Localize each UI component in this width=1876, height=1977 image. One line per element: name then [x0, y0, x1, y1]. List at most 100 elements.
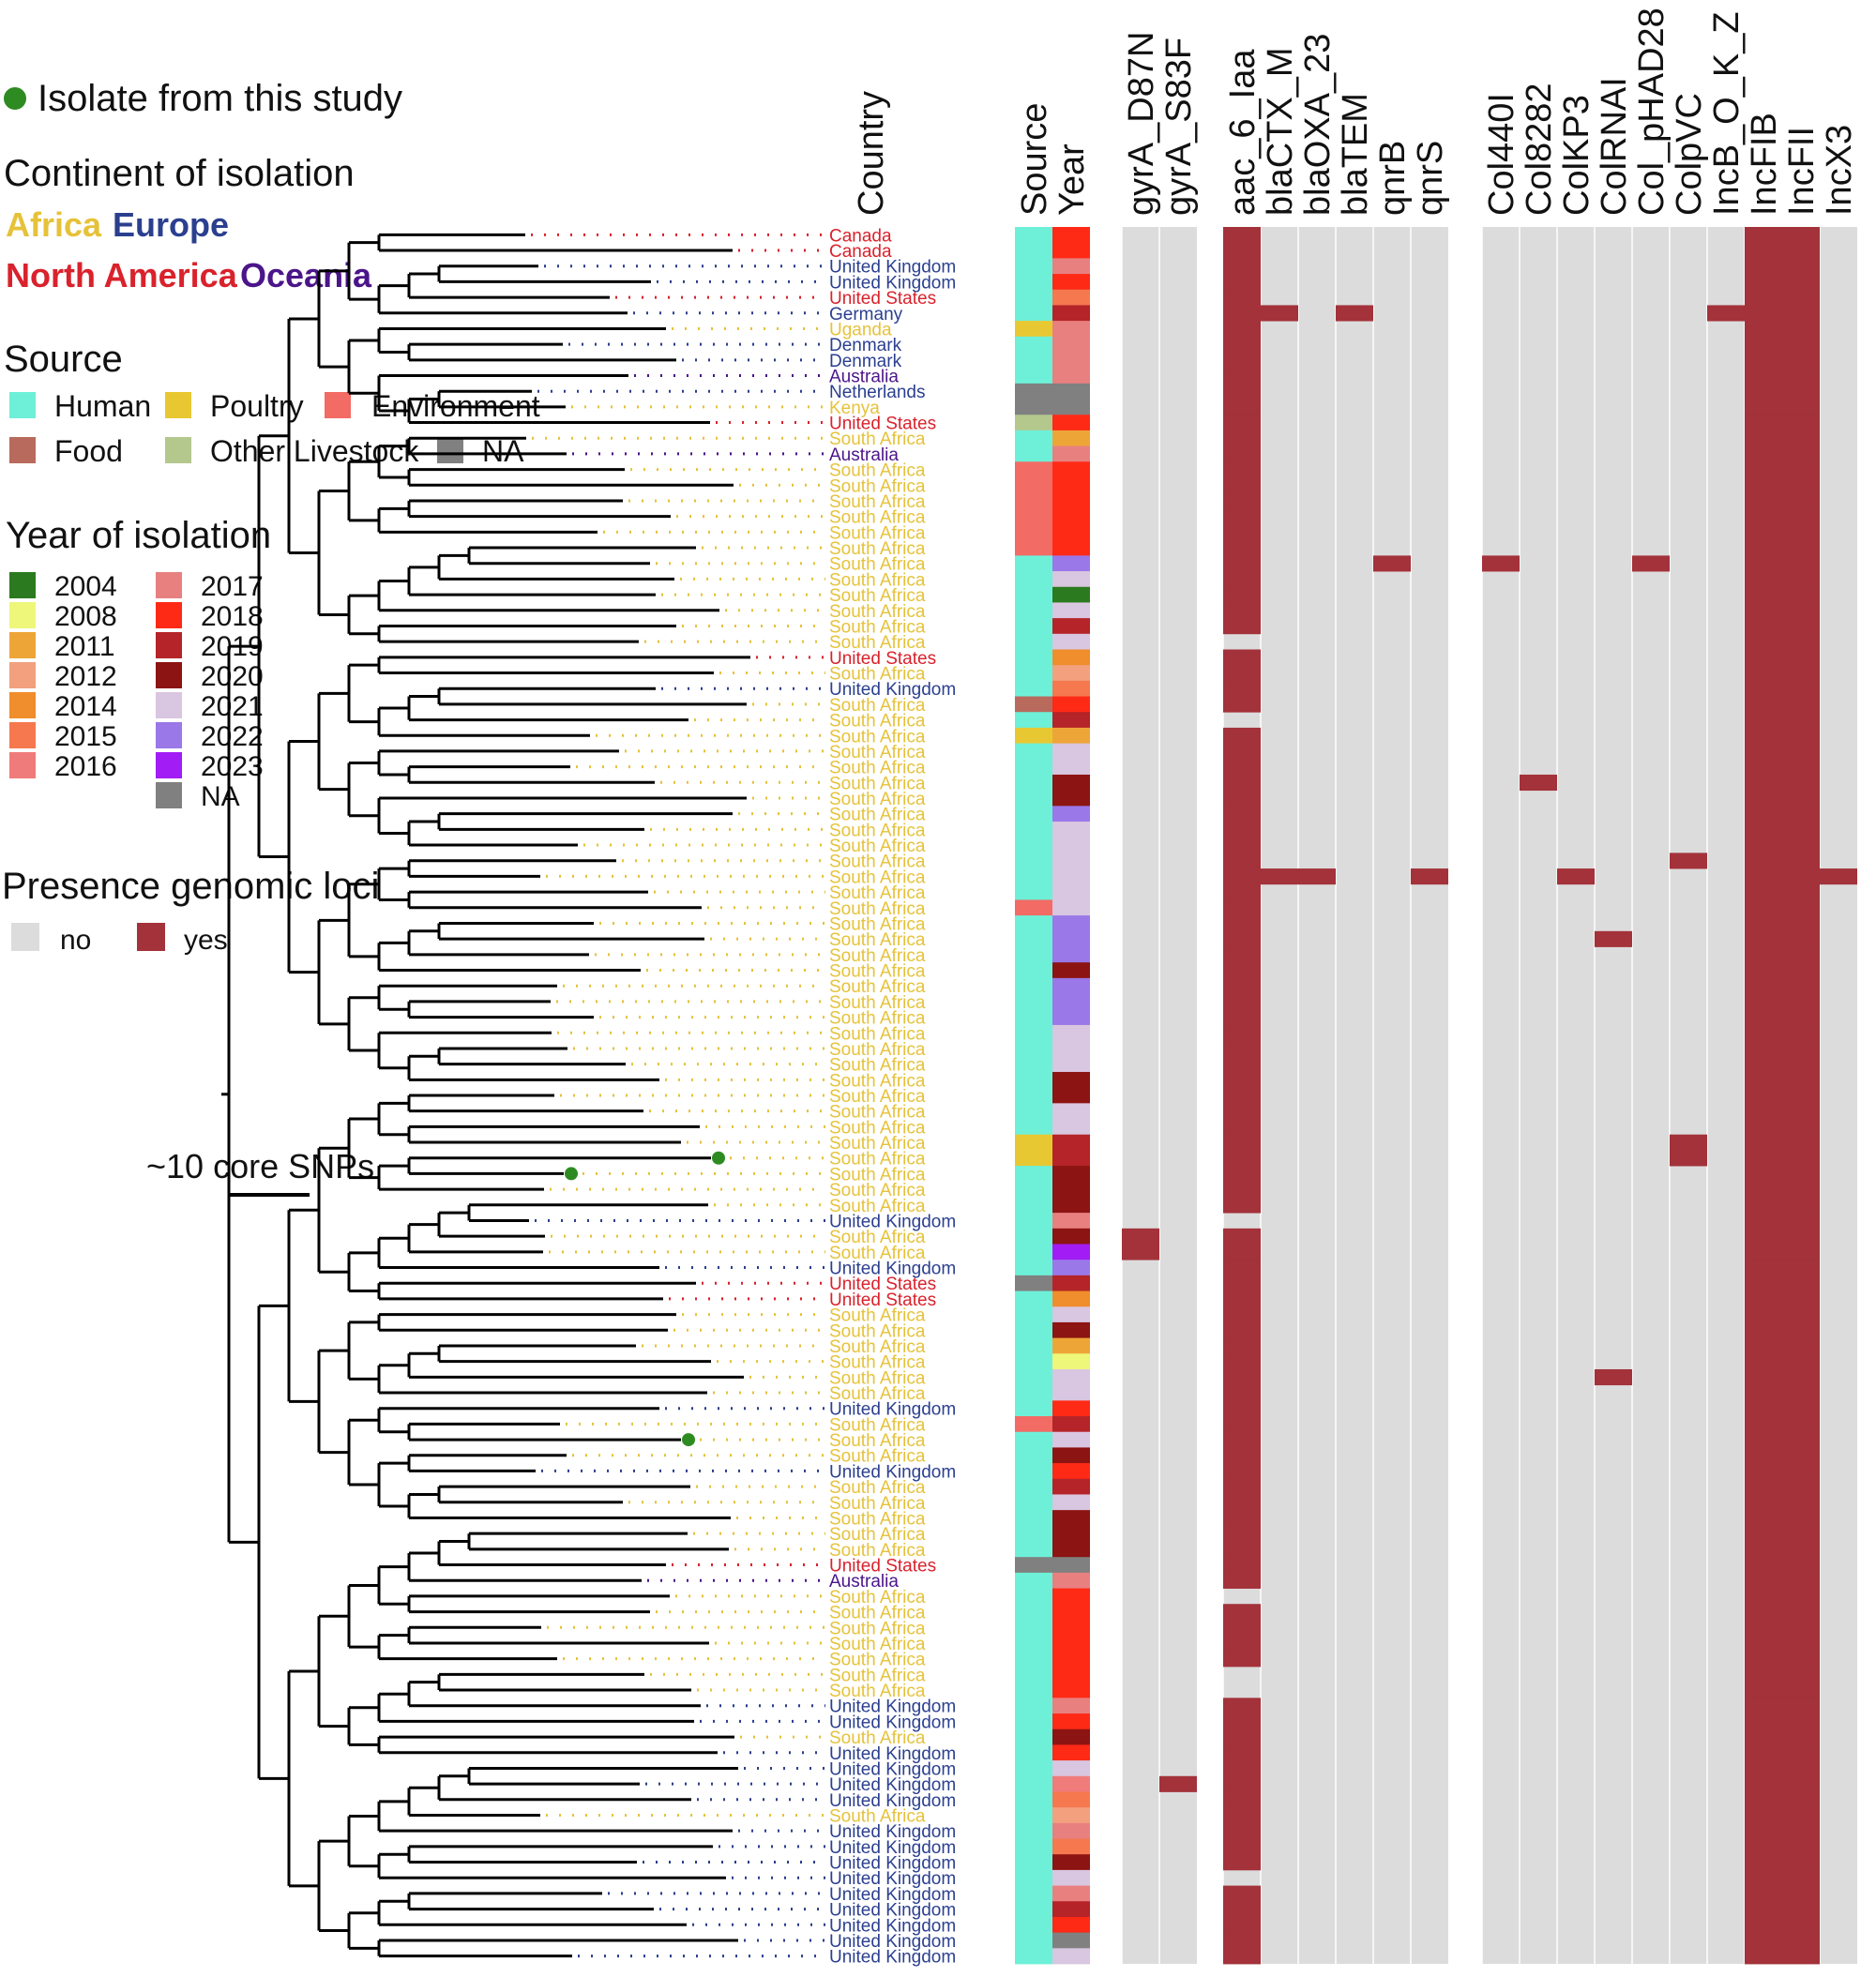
- source-cell: [1015, 618, 1052, 635]
- source-cell: [1015, 1494, 1052, 1511]
- tip-country-label: South Africa: [829, 555, 926, 575]
- locus-presence-cell: [1745, 524, 1782, 541]
- locus-presence-cell: [1782, 1353, 1820, 1370]
- tip-country-label: United Kingdom: [829, 1916, 956, 1936]
- source-cell: [1015, 1651, 1052, 1668]
- tip-country-label: South Africa: [829, 1071, 926, 1091]
- locus-presence-cell: [1782, 1181, 1820, 1198]
- source-cell: [1015, 555, 1052, 572]
- locus-presence-cell: [1782, 1260, 1820, 1276]
- source-cell: [1015, 258, 1052, 275]
- locus-presence-cell: [1223, 1572, 1261, 1589]
- source-cell: [1015, 899, 1052, 916]
- locus-presence-cell: [1782, 305, 1820, 322]
- tip-country-label: South Africa: [829, 759, 926, 778]
- locus-presence-cell: [1782, 1494, 1820, 1511]
- locus-presence-cell: [1223, 1337, 1261, 1354]
- locus-presence-cell: [1223, 555, 1261, 572]
- locus-presence-cell: [1122, 1228, 1159, 1245]
- source-cell: [1015, 1854, 1052, 1871]
- locus-presence-cell: [1782, 1588, 1820, 1605]
- locus-header-gyra-s83f: gyrA_S83F: [1159, 38, 1199, 216]
- year-cell: [1052, 1713, 1090, 1730]
- tip-country-label: South Africa: [829, 1509, 926, 1529]
- year-2023-swatch: [156, 752, 182, 778]
- locus-presence-cell: [1782, 336, 1820, 353]
- year-cell: [1052, 1557, 1090, 1574]
- tip-country-label: South Africa: [829, 539, 926, 559]
- source-cell: [1015, 476, 1052, 494]
- year-cell: [1052, 1666, 1090, 1683]
- year-cell: [1052, 946, 1090, 963]
- locus-presence-cell: [1745, 1478, 1782, 1495]
- year-cell: [1052, 1431, 1090, 1448]
- locus-presence-cell: [1782, 649, 1820, 666]
- locus-presence-cell: [1632, 555, 1670, 572]
- locus-presence-cell: [1782, 1557, 1820, 1574]
- locus-presence-cell: [1782, 1087, 1820, 1104]
- year-cell: [1052, 524, 1090, 541]
- tip-country-label: South Africa: [829, 1604, 926, 1623]
- locus-presence-cell: [1223, 1838, 1261, 1855]
- locus-presence-cell: [1223, 1306, 1261, 1323]
- locus-presence-cell: [1782, 571, 1820, 588]
- locus-presence-cell: [1782, 492, 1820, 509]
- locus-presence-cell: [1223, 1713, 1261, 1730]
- locus-presence-cell: [1745, 1009, 1782, 1026]
- locus-presence-cell: [1782, 1119, 1820, 1136]
- locus-presence-cell: [1782, 1040, 1820, 1057]
- locus-presence-cell: [1223, 1478, 1261, 1495]
- tip-country-label: South Africa: [829, 617, 926, 637]
- locus-presence-cell: [1782, 977, 1820, 994]
- source-cell: [1015, 1557, 1052, 1574]
- locus-header-colrnai: ColRNAI: [1595, 77, 1634, 216]
- locus-presence-cell: [1223, 289, 1261, 306]
- locus-presence-cell: [1782, 806, 1820, 822]
- year-cell: [1052, 618, 1090, 635]
- source-cell: [1015, 1948, 1052, 1965]
- locus-presence-cell: [1745, 1431, 1782, 1448]
- tip-country-label: United Kingdom: [829, 1698, 956, 1717]
- year-2012-label: 2012: [54, 661, 117, 692]
- locus-presence-cell: [1782, 1822, 1820, 1839]
- tip-country-label: South Africa: [829, 1197, 926, 1216]
- year-cell: [1052, 1698, 1090, 1714]
- source-cell: [1015, 743, 1052, 760]
- locus-presence-cell: [1223, 1948, 1261, 1965]
- scale-bar-label: ~10 core SNPs: [146, 1147, 374, 1185]
- tip-country-label: South Africa: [829, 1806, 926, 1826]
- locus-presence-cell: [1745, 368, 1782, 385]
- tip-country-label: South Africa: [829, 1728, 926, 1748]
- locus-presence-cell: [1782, 461, 1820, 478]
- year-cell: [1052, 806, 1090, 822]
- locus-presence-cell: [1782, 1431, 1820, 1448]
- locus-presence-cell: [1745, 915, 1782, 932]
- source-cell: [1015, 1275, 1052, 1291]
- year-cell: [1052, 1728, 1090, 1745]
- locus-presence-cell: [1745, 1166, 1782, 1183]
- locus-header-incx3: IncX3: [1820, 125, 1859, 216]
- locus-presence-cell: [1745, 743, 1782, 760]
- year-cell: [1052, 305, 1090, 322]
- tip-country-label: South Africa: [829, 430, 926, 449]
- year-2015-label: 2015: [54, 721, 117, 752]
- year-cell: [1052, 602, 1090, 619]
- tip-country-label: South Africa: [829, 868, 926, 887]
- tip-country-label: South Africa: [829, 1181, 926, 1200]
- locus-presence-cell: [1745, 712, 1782, 729]
- locus-presence-cell: [1782, 1728, 1820, 1745]
- source-cell: [1015, 1353, 1052, 1370]
- locus-presence-cell: [1745, 508, 1782, 525]
- locus-presence-cell: [1745, 1416, 1782, 1433]
- locus-presence-cell: [1745, 1948, 1782, 1965]
- loci-no-swatch: [11, 923, 39, 951]
- source-cell: [1015, 993, 1052, 1010]
- year-cell: [1052, 368, 1090, 385]
- source-cell: [1015, 649, 1052, 666]
- locus-presence-cell: [1782, 1760, 1820, 1777]
- locus-presence-cell: [1745, 1384, 1782, 1401]
- locus-presence-cell: [1745, 274, 1782, 291]
- locus-presence-cell: [1782, 962, 1820, 979]
- year-2004-swatch: [9, 572, 36, 598]
- locus-presence-cell: [1223, 1604, 1261, 1621]
